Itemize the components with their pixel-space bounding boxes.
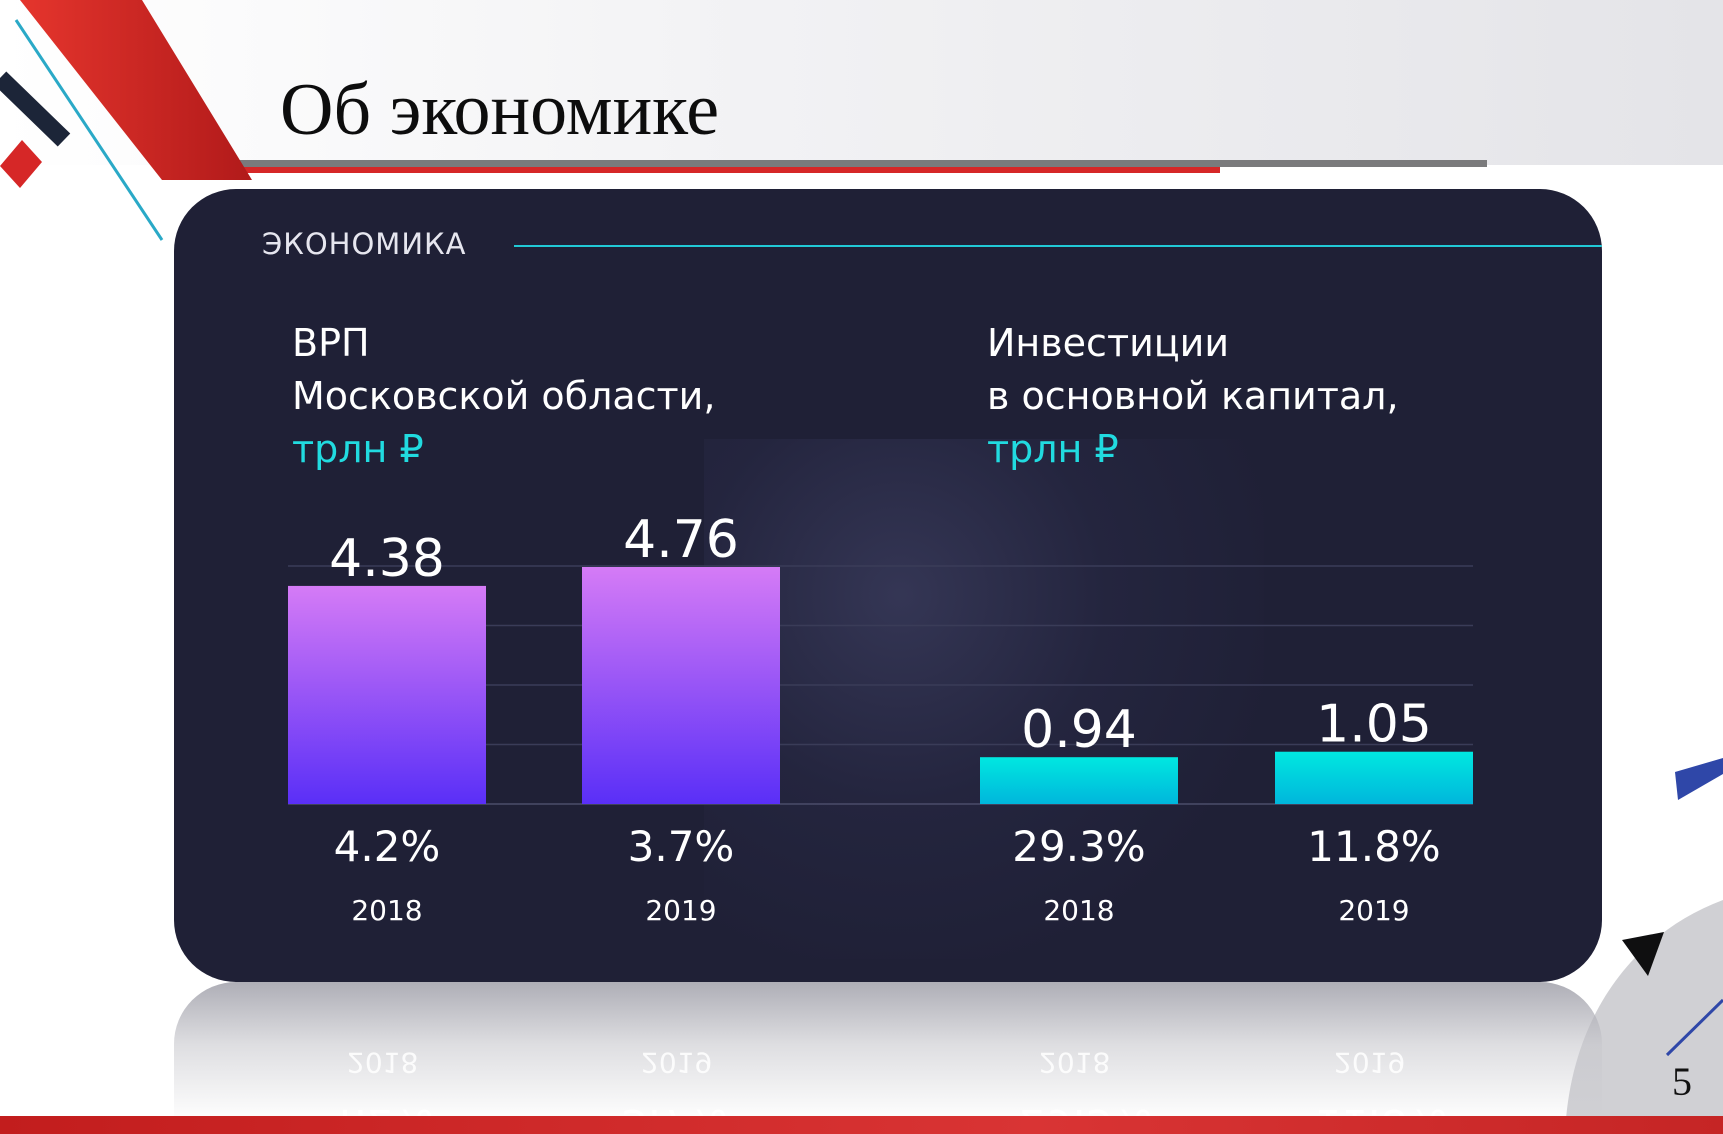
section-divider-line: [514, 245, 1602, 247]
grp-growth-label: 4.2%: [334, 822, 441, 871]
header-divider: [225, 160, 1487, 167]
investment-year-label: 2019: [1338, 894, 1409, 927]
grey-corner-shape: [1565, 900, 1723, 1134]
black-triangle: [1622, 932, 1664, 976]
investment-year-label: 2018: [1043, 894, 1114, 927]
navy-diagonal-mark: [0, 71, 71, 147]
grp-year-reflection: 2019: [641, 1046, 713, 1079]
investment-value-label: 0.94: [1021, 700, 1137, 760]
section-label: ЭКОНОМИКА: [262, 227, 467, 261]
grp-unit-label: трлн ₽: [292, 427, 424, 471]
investment-growth-label: 11.8%: [1307, 822, 1440, 871]
grp-bar-2018: [288, 585, 486, 804]
grp-chart-title: ВРП Московской области, трлн ₽: [292, 317, 715, 476]
investment-title-line-2: в основной капитал,: [987, 374, 1399, 418]
grp-growth-label: 3.7%: [628, 822, 735, 871]
investment-year-reflection: 2019: [1334, 1046, 1406, 1079]
grp-bar-2019: [582, 567, 780, 804]
chart-bars: [288, 567, 1473, 804]
bar-charts: 4.38 4.2% 2018 4.76 3.7% 2019 0.94 29.3% 2018 1.0…: [288, 510, 1473, 927]
grp-title-line-1: ВРП: [292, 321, 370, 365]
card-glow: [704, 439, 1264, 959]
header-accent-line: [225, 167, 1220, 173]
grp-year-label: 2019: [645, 894, 716, 927]
bottom-red-band: [0, 1116, 1723, 1134]
economy-card: ЭКОНОМИКА ВРП Московской области, трлн ₽…: [174, 189, 1602, 982]
investment-year-reflection: 2018: [1039, 1046, 1111, 1079]
investment-value-label: 1.05: [1316, 695, 1432, 755]
grp-year-reflection: 2018: [347, 1046, 419, 1079]
investment-bar-2019: [1275, 751, 1473, 804]
red-diamond: [0, 140, 42, 188]
chart-labels: 4.38 4.2% 2018 4.76 3.7% 2019 0.94 29.3% 2018 1.0…: [329, 510, 1441, 927]
teal-diagonal-line: [14, 19, 164, 241]
grp-value-label: 4.38: [329, 529, 445, 589]
red-diagonal-stripe: [20, 0, 252, 180]
investment-title-line-1: Инвестиции: [987, 321, 1230, 365]
grp-year-label: 2018: [351, 894, 422, 927]
blue-diagonal-mark: [1675, 758, 1723, 800]
grp-title-line-2: Московской области,: [292, 374, 716, 418]
header-band: [0, 0, 1723, 165]
page-number: 5: [1672, 1059, 1692, 1104]
blue-thin-line: [1665, 998, 1723, 1057]
page-title: Об экономике: [280, 69, 720, 151]
investment-chart-title: Инвестиции в основной капитал, трлн ₽: [987, 317, 1399, 476]
investment-growth-label: 29.3%: [1012, 822, 1145, 871]
investment-unit-label: трлн ₽: [987, 427, 1119, 471]
grp-value-label: 4.76: [623, 510, 739, 570]
investment-bar-2018: [980, 757, 1178, 804]
